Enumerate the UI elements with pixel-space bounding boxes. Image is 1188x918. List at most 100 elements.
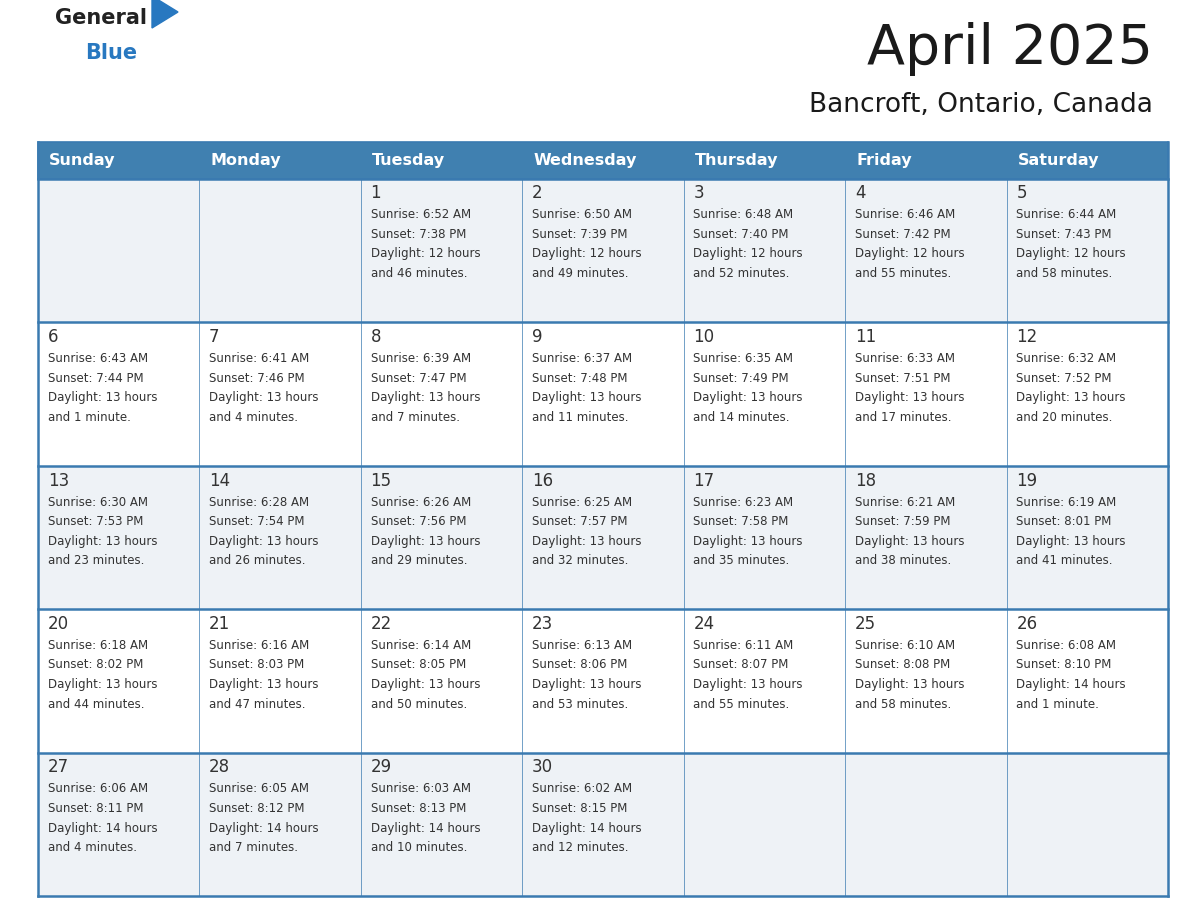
Text: Daylight: 13 hours: Daylight: 13 hours: [209, 391, 318, 404]
Text: Sunrise: 6:44 AM: Sunrise: 6:44 AM: [1016, 208, 1117, 221]
Text: and 29 minutes.: and 29 minutes.: [371, 554, 467, 567]
Text: Daylight: 13 hours: Daylight: 13 hours: [532, 391, 642, 404]
Text: Sunrise: 6:52 AM: Sunrise: 6:52 AM: [371, 208, 470, 221]
Text: 24: 24: [694, 615, 714, 633]
Text: and 4 minutes.: and 4 minutes.: [209, 410, 298, 423]
Text: Daylight: 14 hours: Daylight: 14 hours: [48, 822, 157, 834]
Text: and 23 minutes.: and 23 minutes.: [48, 554, 144, 567]
Text: Daylight: 12 hours: Daylight: 12 hours: [855, 248, 965, 261]
Text: 3: 3: [694, 185, 704, 203]
Text: and 14 minutes.: and 14 minutes.: [694, 410, 790, 423]
Text: Sunset: 8:13 PM: Sunset: 8:13 PM: [371, 802, 466, 815]
Text: 28: 28: [209, 758, 230, 777]
Text: Bancroft, Ontario, Canada: Bancroft, Ontario, Canada: [809, 92, 1154, 118]
Text: Sunset: 8:11 PM: Sunset: 8:11 PM: [48, 802, 144, 815]
Text: Sunrise: 6:18 AM: Sunrise: 6:18 AM: [48, 639, 147, 652]
Text: Sunrise: 6:30 AM: Sunrise: 6:30 AM: [48, 496, 147, 509]
Text: Sunrise: 6:43 AM: Sunrise: 6:43 AM: [48, 352, 147, 365]
Text: Daylight: 13 hours: Daylight: 13 hours: [694, 678, 803, 691]
Text: Daylight: 13 hours: Daylight: 13 hours: [855, 391, 965, 404]
Text: and 41 minutes.: and 41 minutes.: [1016, 554, 1113, 567]
Text: and 55 minutes.: and 55 minutes.: [694, 698, 790, 711]
Text: Sunrise: 6:19 AM: Sunrise: 6:19 AM: [1016, 496, 1117, 509]
Text: and 50 minutes.: and 50 minutes.: [371, 698, 467, 711]
Bar: [38, 142, 1168, 178]
Bar: [200, 142, 361, 178]
Bar: [1006, 142, 1168, 178]
Text: Daylight: 14 hours: Daylight: 14 hours: [532, 822, 642, 834]
Text: Sunset: 7:43 PM: Sunset: 7:43 PM: [1016, 228, 1112, 241]
Text: Sunrise: 6:08 AM: Sunrise: 6:08 AM: [1016, 639, 1117, 652]
Bar: [684, 142, 845, 178]
Text: Sunset: 7:51 PM: Sunset: 7:51 PM: [855, 372, 950, 385]
Text: Daylight: 13 hours: Daylight: 13 hours: [48, 678, 157, 691]
Text: Friday: Friday: [857, 152, 912, 168]
Text: Sunset: 7:39 PM: Sunset: 7:39 PM: [532, 228, 627, 241]
Text: Saturday: Saturday: [1018, 152, 1099, 168]
Text: Sunset: 7:46 PM: Sunset: 7:46 PM: [209, 372, 305, 385]
Text: Sunrise: 6:21 AM: Sunrise: 6:21 AM: [855, 496, 955, 509]
Text: 18: 18: [855, 472, 876, 489]
Bar: [38, 465, 1168, 609]
Text: Monday: Monday: [210, 152, 282, 168]
Text: and 38 minutes.: and 38 minutes.: [855, 554, 952, 567]
Text: Sunrise: 6:11 AM: Sunrise: 6:11 AM: [694, 639, 794, 652]
Text: Sunset: 7:56 PM: Sunset: 7:56 PM: [371, 515, 466, 528]
Text: Sunset: 8:10 PM: Sunset: 8:10 PM: [1016, 658, 1112, 671]
Text: and 1 minute.: and 1 minute.: [48, 410, 131, 423]
Bar: [845, 142, 1006, 178]
Text: Sunset: 8:08 PM: Sunset: 8:08 PM: [855, 658, 950, 671]
Text: 13: 13: [48, 472, 69, 489]
Text: 29: 29: [371, 758, 392, 777]
Text: Sunrise: 6:39 AM: Sunrise: 6:39 AM: [371, 352, 470, 365]
Text: Sunset: 8:03 PM: Sunset: 8:03 PM: [209, 658, 304, 671]
Text: 22: 22: [371, 615, 392, 633]
Text: and 35 minutes.: and 35 minutes.: [694, 554, 790, 567]
Bar: [38, 609, 1168, 753]
Text: and 47 minutes.: and 47 minutes.: [209, 698, 305, 711]
Text: 25: 25: [855, 615, 876, 633]
Text: Sunrise: 6:14 AM: Sunrise: 6:14 AM: [371, 639, 470, 652]
Text: Daylight: 12 hours: Daylight: 12 hours: [532, 248, 642, 261]
Text: and 7 minutes.: and 7 minutes.: [209, 841, 298, 854]
Text: and 7 minutes.: and 7 minutes.: [371, 410, 460, 423]
Text: Sunrise: 6:10 AM: Sunrise: 6:10 AM: [855, 639, 955, 652]
Text: and 12 minutes.: and 12 minutes.: [532, 841, 628, 854]
Text: and 17 minutes.: and 17 minutes.: [855, 410, 952, 423]
Text: Daylight: 13 hours: Daylight: 13 hours: [48, 534, 157, 547]
Text: and 44 minutes.: and 44 minutes.: [48, 698, 144, 711]
Text: and 4 minutes.: and 4 minutes.: [48, 841, 137, 854]
Text: and 1 minute.: and 1 minute.: [1016, 698, 1099, 711]
Text: Daylight: 13 hours: Daylight: 13 hours: [1016, 534, 1126, 547]
Text: Sunset: 7:40 PM: Sunset: 7:40 PM: [694, 228, 789, 241]
Text: Daylight: 14 hours: Daylight: 14 hours: [1016, 678, 1126, 691]
Text: Sunrise: 6:05 AM: Sunrise: 6:05 AM: [209, 782, 309, 796]
Text: Daylight: 13 hours: Daylight: 13 hours: [371, 678, 480, 691]
Text: Daylight: 13 hours: Daylight: 13 hours: [371, 391, 480, 404]
Text: Daylight: 13 hours: Daylight: 13 hours: [48, 391, 157, 404]
Text: Daylight: 14 hours: Daylight: 14 hours: [371, 822, 480, 834]
Text: Daylight: 13 hours: Daylight: 13 hours: [694, 391, 803, 404]
Text: Sunrise: 6:02 AM: Sunrise: 6:02 AM: [532, 782, 632, 796]
Text: 23: 23: [532, 615, 554, 633]
Text: Tuesday: Tuesday: [372, 152, 446, 168]
Text: 14: 14: [209, 472, 230, 489]
Text: Sunset: 8:05 PM: Sunset: 8:05 PM: [371, 658, 466, 671]
Text: 9: 9: [532, 328, 543, 346]
Text: Sunset: 7:57 PM: Sunset: 7:57 PM: [532, 515, 627, 528]
Text: Sunrise: 6:13 AM: Sunrise: 6:13 AM: [532, 639, 632, 652]
Text: Sunset: 7:38 PM: Sunset: 7:38 PM: [371, 228, 466, 241]
Text: 8: 8: [371, 328, 381, 346]
Bar: [38, 322, 1168, 465]
Text: 21: 21: [209, 615, 230, 633]
Text: Sunrise: 6:50 AM: Sunrise: 6:50 AM: [532, 208, 632, 221]
Text: 15: 15: [371, 472, 392, 489]
Text: Daylight: 13 hours: Daylight: 13 hours: [371, 534, 480, 547]
Text: Sunrise: 6:41 AM: Sunrise: 6:41 AM: [209, 352, 309, 365]
Text: Sunset: 8:06 PM: Sunset: 8:06 PM: [532, 658, 627, 671]
Text: Sunrise: 6:23 AM: Sunrise: 6:23 AM: [694, 496, 794, 509]
Text: Sunrise: 6:26 AM: Sunrise: 6:26 AM: [371, 496, 470, 509]
Bar: [38, 178, 1168, 322]
Text: Daylight: 13 hours: Daylight: 13 hours: [532, 534, 642, 547]
Text: Sunset: 8:15 PM: Sunset: 8:15 PM: [532, 802, 627, 815]
